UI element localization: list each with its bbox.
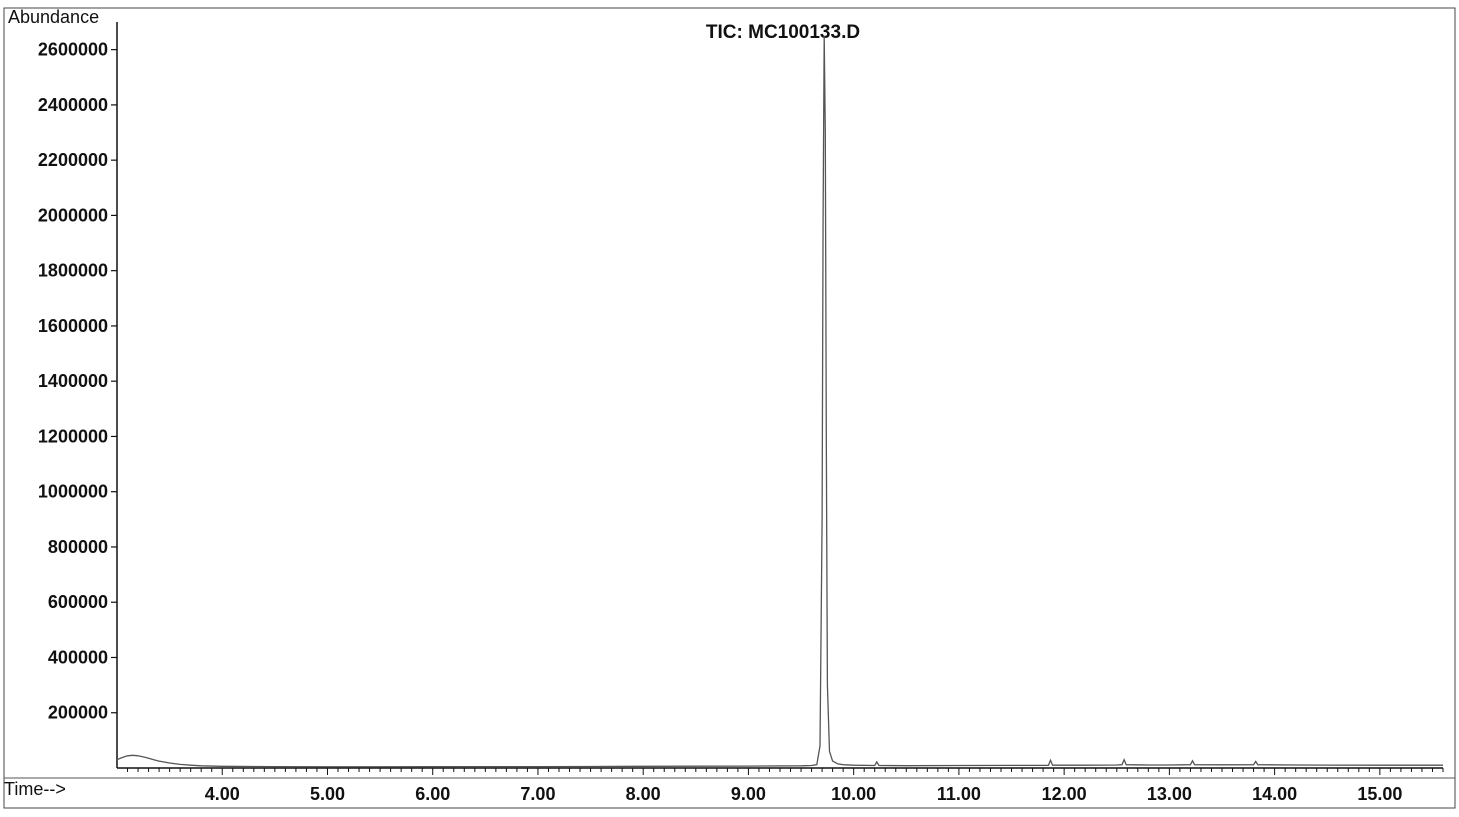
x-tick-label: 10.00	[831, 784, 876, 804]
y-tick-label: 400000	[48, 647, 108, 667]
x-tick-label: 9.00	[731, 784, 766, 804]
x-tick-label: 7.00	[520, 784, 555, 804]
y-tick-label: 2400000	[38, 95, 108, 115]
x-tick-label: 13.00	[1147, 784, 1192, 804]
y-tick-label: 1200000	[38, 426, 108, 446]
y-tick-label: 1000000	[38, 482, 108, 502]
x-tick-label: 5.00	[310, 784, 345, 804]
series-layer	[116, 35, 1443, 768]
x-tick-label: 8.00	[626, 784, 661, 804]
outer-frame	[3, 7, 1456, 809]
y-axis-label: Abundance	[8, 7, 99, 27]
y-tick-label: 2200000	[38, 150, 108, 170]
y-tick-label: 600000	[48, 592, 108, 612]
y-tick-label: 800000	[48, 537, 108, 557]
y-tick-label: 1800000	[38, 261, 108, 281]
y-tick-label: 1600000	[38, 316, 108, 336]
x-axis-label: Time-->	[4, 779, 66, 799]
y-tick-label: 200000	[48, 703, 108, 723]
chart-title: TIC: MC100133.D	[706, 22, 860, 43]
tick-marks	[111, 49, 1444, 775]
x-tick-label: 6.00	[415, 784, 450, 804]
x-tick-label: 14.00	[1252, 784, 1297, 804]
tick-labels: 200000 400000 600000 800000 1000000 1200000 14…	[38, 40, 1402, 804]
y-tick-label: 2000000	[38, 205, 108, 225]
x-tick-label: 12.00	[1042, 784, 1087, 804]
axes	[3, 7, 1456, 809]
y-tick-label: 1400000	[38, 371, 108, 391]
tic-series-line	[116, 35, 1443, 768]
x-tick-label: 4.00	[205, 784, 240, 804]
x-tick-label: 11.00	[937, 784, 981, 804]
y-tick-label: 2600000	[38, 40, 108, 60]
x-tick-label: 15.00	[1357, 784, 1402, 804]
